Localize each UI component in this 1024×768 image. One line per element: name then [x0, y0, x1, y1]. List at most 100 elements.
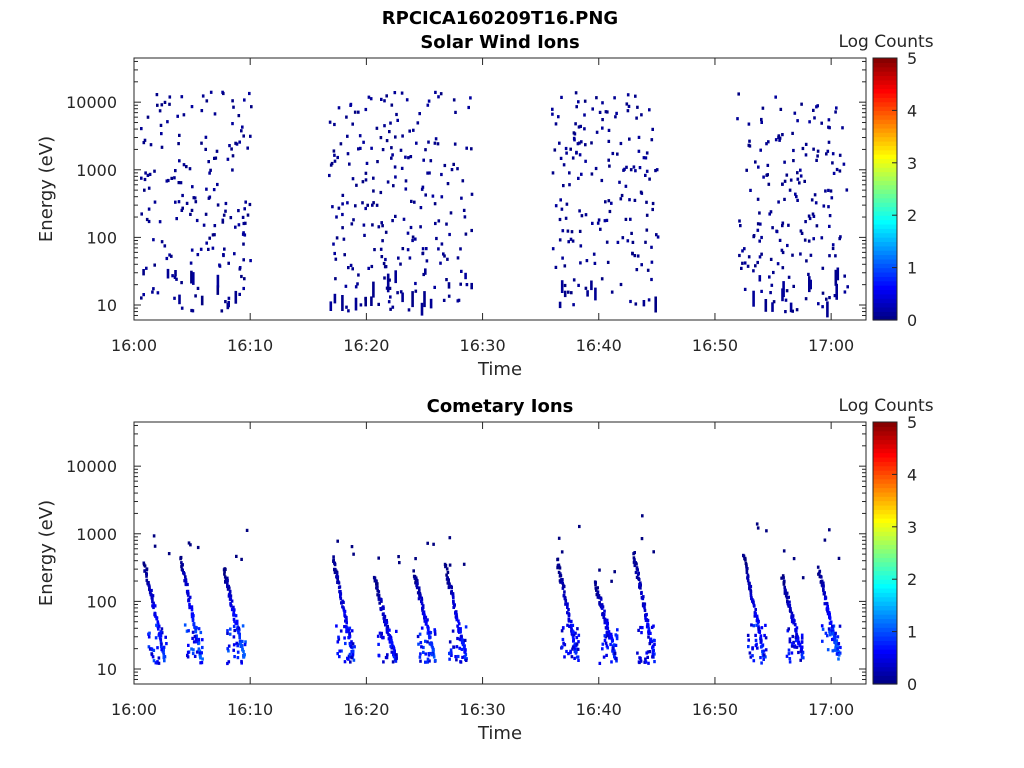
data-pixel [644, 660, 648, 664]
data-pixel [572, 633, 576, 637]
data-pixel [655, 233, 658, 237]
data-pixel [235, 554, 238, 558]
data-pixel [380, 607, 384, 611]
data-pixel [754, 633, 757, 637]
x-tick-label: 16:20 [343, 336, 389, 355]
data-pixel [778, 136, 782, 140]
data-pixel [470, 192, 474, 196]
data-pixel [389, 307, 392, 311]
data-pixel [633, 560, 636, 564]
data-pixel [140, 176, 143, 180]
data-pixel [163, 655, 167, 659]
data-pixel [159, 630, 163, 634]
data-pixel [583, 127, 586, 131]
data-pixel [836, 635, 840, 639]
data-pixel [226, 157, 230, 161]
data-pixel [605, 626, 608, 630]
data-pixel [364, 296, 367, 307]
data-pixel [180, 208, 184, 212]
data-pixel [564, 216, 568, 220]
data-pixel [771, 226, 774, 230]
data-pixel [329, 163, 333, 167]
data-pixel [654, 169, 657, 173]
x-tick-label: 16:10 [227, 336, 273, 355]
data-pixel [350, 656, 353, 660]
data-pixel [577, 100, 580, 104]
data-pixel [154, 636, 158, 640]
data-pixel [384, 257, 387, 262]
data-pixel [788, 600, 791, 604]
data-pixel [224, 209, 227, 213]
colorbar-segment [873, 670, 897, 676]
data-pixel [796, 119, 799, 123]
data-pixel [406, 231, 410, 235]
data-pixel [818, 569, 822, 573]
data-pixel [607, 128, 611, 132]
data-pixel [389, 644, 392, 648]
colorbar-tick-label: 1 [907, 259, 917, 278]
data-pixel [421, 604, 425, 608]
colorbar-segment [873, 443, 897, 449]
colorbar-segment [873, 245, 897, 251]
data-pixel [345, 305, 348, 309]
data-pixel [618, 180, 621, 184]
data-pixel [199, 247, 203, 251]
colorbar-segment [873, 504, 897, 510]
data-pixel [455, 645, 459, 649]
data-pixel [749, 655, 753, 659]
data-pixel [390, 650, 394, 654]
data-pixel [558, 566, 562, 570]
data-pixel [738, 253, 741, 258]
data-pixel [789, 302, 793, 313]
solar-wind-panel: 16:00 16:10 16:20 16:30 16:40 16:50 17:0010100… [36, 32, 934, 380]
data-pixel [562, 584, 566, 589]
data-pixel [567, 652, 570, 656]
data-pixel [755, 614, 759, 618]
data-pixel [771, 302, 774, 312]
data-pixel [456, 256, 460, 260]
data-pixel [394, 175, 397, 179]
colorbar-segment [873, 649, 897, 655]
data-pixel [143, 564, 147, 568]
data-pixel [759, 656, 762, 660]
data-pixel [434, 90, 437, 94]
colorbar-segment [873, 526, 897, 532]
data-pixel [787, 595, 790, 599]
data-pixel [197, 641, 201, 645]
data-pixel [389, 121, 392, 125]
data-pixel [160, 648, 163, 652]
data-pixel [827, 140, 831, 144]
colorbar-segment [873, 583, 897, 589]
data-pixel [600, 178, 604, 183]
data-pixel [418, 589, 421, 593]
data-pixel [147, 583, 151, 588]
data-pixel [367, 95, 371, 99]
data-pixel [647, 625, 650, 629]
x-axis-label: Time [477, 359, 522, 380]
data-pixel [772, 270, 775, 275]
data-pixel [416, 121, 420, 125]
data-pixel [180, 563, 184, 567]
data-pixel [752, 659, 756, 663]
data-pixel [226, 629, 229, 633]
data-pixel [800, 231, 804, 235]
data-pixel [647, 627, 651, 631]
data-pixel [373, 576, 376, 580]
data-pixel [244, 221, 247, 225]
colorbar-segment [873, 62, 897, 68]
colorbar-segment [873, 553, 897, 558]
colorbar-segment [873, 189, 897, 194]
data-pixel [455, 617, 459, 621]
colorbar-segment [873, 675, 897, 681]
data-pixel [826, 648, 830, 652]
data-pixel [159, 638, 163, 642]
data-pixel [558, 217, 562, 222]
data-pixel [456, 654, 460, 659]
data-pixel [455, 615, 459, 619]
data-pixel [746, 576, 750, 580]
data-pixel [233, 655, 236, 659]
colorbar-segment [873, 596, 897, 602]
data-pixel [339, 142, 343, 146]
data-pixel [421, 252, 424, 256]
data-pixel [559, 198, 562, 202]
